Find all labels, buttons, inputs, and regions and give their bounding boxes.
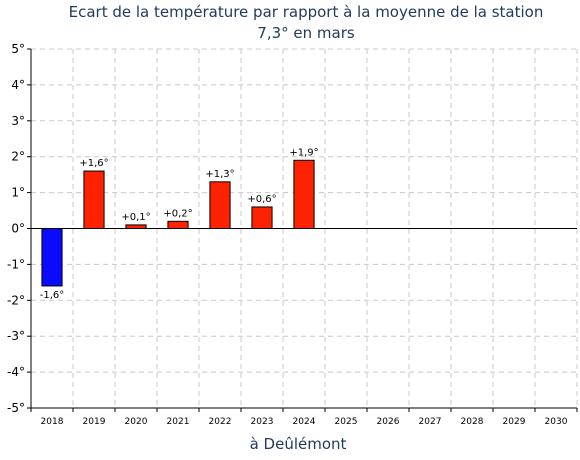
bar: [41, 228, 63, 287]
x-tick-label: 2019: [83, 417, 106, 427]
bar: [293, 159, 315, 229]
y-tick-label: 1°: [11, 186, 25, 200]
bar: [83, 170, 105, 229]
data-label: +0,1°: [121, 212, 150, 223]
x-tick-label: 2030: [545, 417, 568, 427]
x-tick-label: 2018: [41, 417, 64, 427]
y-tick-label: -4°: [7, 365, 25, 379]
x-tick-label: 2020: [125, 417, 148, 427]
x-tick-label: 2028: [461, 417, 484, 427]
x-tick-label: 2026: [377, 417, 400, 427]
y-tick-label: 5°: [11, 42, 25, 56]
y-tick-label: -3°: [7, 329, 25, 343]
x-tick-label: 2025: [335, 417, 358, 427]
chart-subtitle: 7,3° en mars: [257, 24, 355, 42]
y-tick-label: -1°: [7, 257, 25, 271]
y-tick-label: -5°: [7, 401, 25, 415]
data-label: +1,6°: [79, 158, 108, 169]
data-label: +0,6°: [247, 194, 276, 205]
x-tick-label: 2029: [503, 417, 526, 427]
data-label: +1,3°: [205, 169, 234, 180]
data-label: +1,9°: [289, 147, 318, 158]
bar: [209, 181, 231, 229]
y-tick-label: -2°: [7, 293, 25, 307]
x-axis-label: à Deûlémont: [250, 435, 347, 453]
bars: [41, 159, 315, 287]
x-tick-label: 2023: [251, 417, 274, 427]
bar: [125, 224, 147, 230]
x-tick-label: 2024: [293, 417, 316, 427]
bar: [167, 220, 189, 230]
bar: [251, 206, 273, 230]
y-tick-label: 2°: [11, 150, 25, 164]
x-tick-label: 2021: [167, 417, 190, 427]
data-label: +0,2°: [163, 208, 192, 219]
y-tick-label: 4°: [11, 78, 25, 92]
data-labels: -1,6° +1,6° +0,1° +0,2° +1,3° +0,6° +1,9°: [40, 147, 319, 301]
grid: [31, 48, 578, 409]
x-tick-label: 2022: [209, 417, 232, 427]
y-tick-label: 0°: [11, 222, 25, 236]
data-label: -1,6°: [40, 290, 65, 301]
axes: 5° 4° 3° 2° 1° 0° -1° -2° -3° -4° -5° 2018 2019 2020 2…: [7, 42, 578, 427]
chart-title: Ecart de la température par rapport à la…: [69, 3, 544, 21]
x-tick-label: 2027: [419, 417, 442, 427]
y-tick-label: 3°: [11, 114, 25, 128]
